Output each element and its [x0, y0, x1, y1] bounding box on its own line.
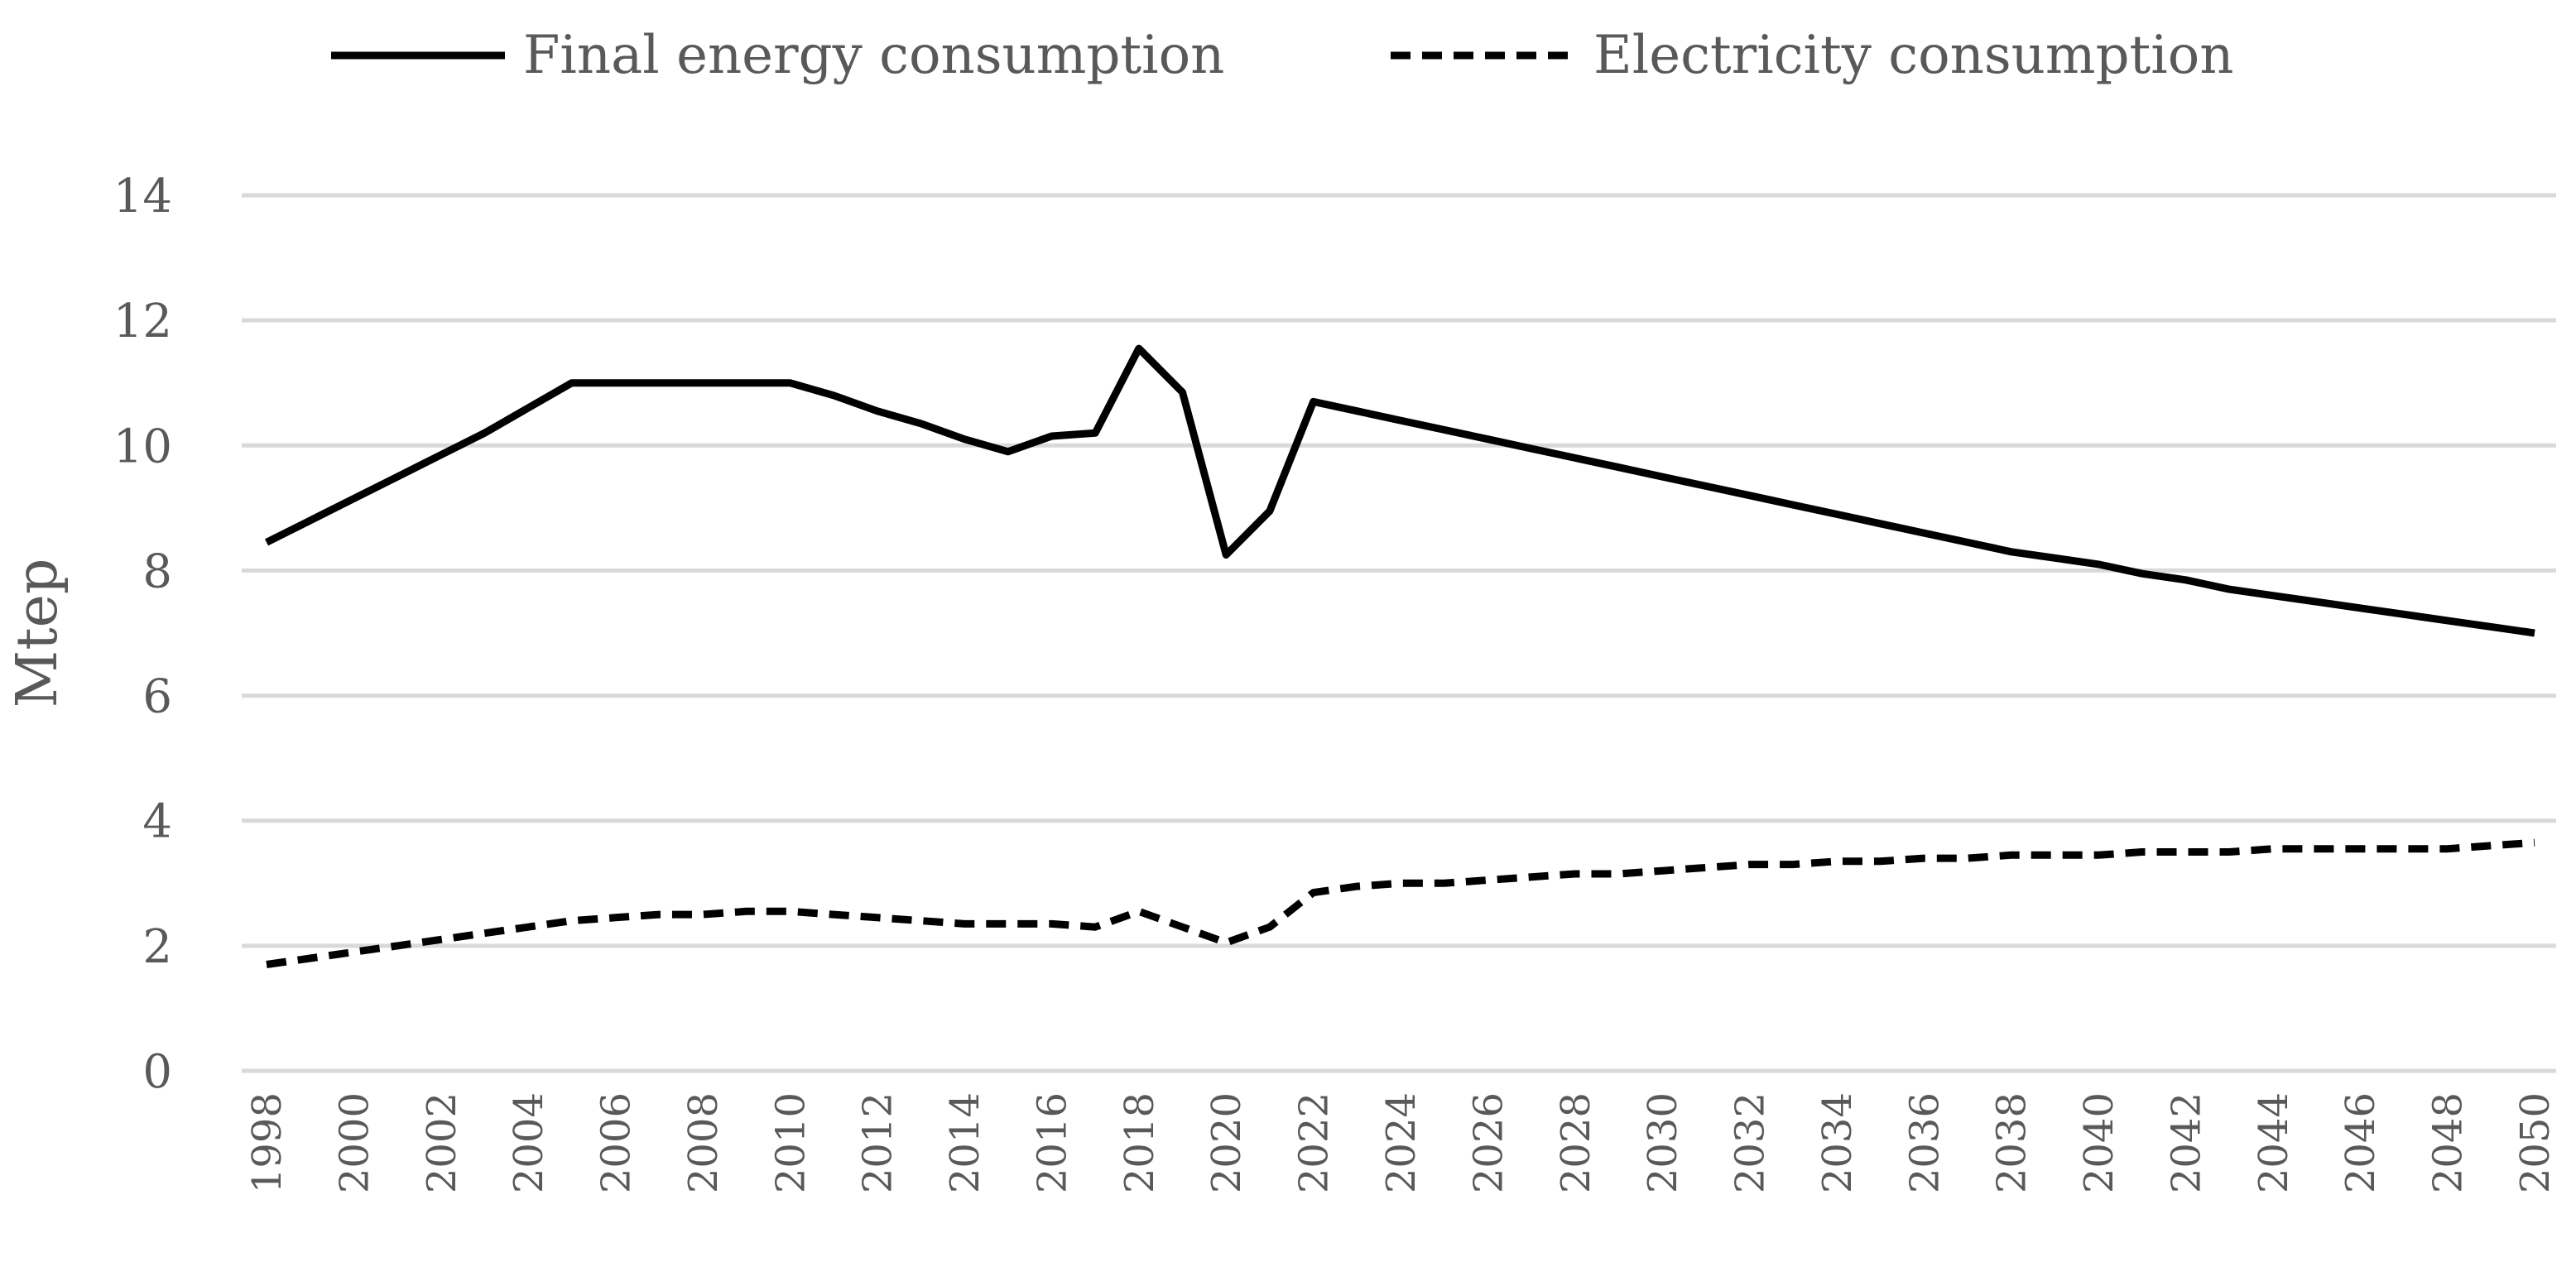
y-axis-ticks: 0 2 4 6 8 10 12 14 [113, 170, 172, 1099]
series-line-electricity[interactable] [266, 838, 2535, 968]
x-tick-label: 2000 [331, 1092, 377, 1193]
y-tick-label: 2 [142, 920, 172, 974]
legend-item-electricity[interactable]: Electricity consumption [1391, 25, 2233, 86]
x-tick-label: 2002 [419, 1092, 465, 1193]
y-tick-label: 6 [142, 670, 172, 724]
x-tick-label: 2028 [1553, 1092, 1599, 1193]
x-tick-label: 2034 [1814, 1092, 1861, 1193]
x-tick-label: 2024 [1378, 1092, 1425, 1193]
legend-label-final-energy: Final energy consumption [523, 25, 1224, 86]
x-tick-label: 2020 [1204, 1092, 1250, 1193]
y-tick-label: 14 [113, 170, 172, 223]
x-tick-label: 2046 [2338, 1092, 2384, 1193]
x-tick-label: 2044 [2251, 1092, 2297, 1193]
x-tick-label: 2004 [506, 1092, 552, 1193]
y-tick-label: 8 [142, 545, 172, 598]
y-tick-label: 4 [142, 795, 172, 849]
x-tick-label: 2030 [1640, 1092, 1686, 1193]
x-tick-label: 2018 [1117, 1092, 1163, 1193]
y-tick-label: 12 [113, 295, 172, 348]
y-tick-label: 10 [113, 420, 172, 473]
x-tick-label: 1998 [244, 1092, 291, 1193]
x-tick-label: 2016 [1029, 1092, 1075, 1193]
x-tick-label: 2050 [2512, 1092, 2559, 1193]
gridlines [242, 193, 2556, 1073]
legend: Final energy consumption Electricity con… [331, 25, 2233, 86]
x-tick-label: 2026 [1465, 1092, 1511, 1193]
x-tick-label: 2006 [594, 1092, 640, 1193]
series-line-final-energy[interactable] [264, 344, 2535, 637]
x-tick-label: 2040 [2076, 1092, 2122, 1193]
x-axis-ticks: 1998 2000 2002 2004 2006 2008 2010 2012 2014 2016… [244, 1092, 2559, 1193]
y-axis-title: Mtep [5, 559, 70, 708]
x-tick-label: 2014 [942, 1092, 988, 1193]
series-lines [264, 344, 2535, 968]
x-tick-label: 2042 [2163, 1092, 2209, 1193]
y-tick-label: 0 [142, 1045, 172, 1099]
x-tick-label: 2032 [1728, 1092, 1774, 1193]
x-tick-label: 2036 [1901, 1092, 1948, 1193]
x-tick-label: 2022 [1291, 1092, 1338, 1193]
legend-label-electricity: Electricity consumption [1593, 25, 2233, 86]
legend-item-final-energy[interactable]: Final energy consumption [331, 25, 1224, 86]
x-tick-label: 2048 [2425, 1092, 2472, 1193]
x-tick-label: 2010 [767, 1092, 814, 1193]
x-tick-label: 2012 [855, 1092, 901, 1193]
x-tick-label: 2038 [1989, 1092, 2035, 1193]
x-tick-label: 2008 [680, 1092, 727, 1193]
